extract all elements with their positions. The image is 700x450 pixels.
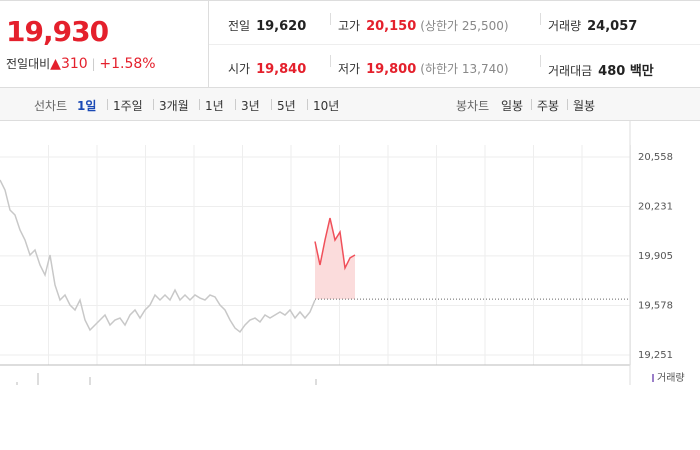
stat-label: 거래량 (548, 19, 582, 33)
y-tick-label: 19,578 (638, 300, 673, 311)
candle-tab[interactable]: 일봉 (501, 99, 524, 113)
price-line (314, 217, 356, 271)
candle-tab[interactable]: 주봉 (537, 99, 560, 113)
quote-header: 19,930 전일대비▲310 | +1.58% 전일 19,620 고가 20,15… (0, 0, 700, 88)
period-tab[interactable]: 5년 (277, 99, 296, 113)
stat-label: 전일 (228, 19, 251, 33)
period-tabs: 선차트 1일 1주일 3개월 1년 3년 5년 10년 봉차트 일봉 주봉 월봉 (0, 88, 700, 121)
divider (330, 13, 331, 25)
period-tab[interactable]: 1일 (77, 99, 97, 113)
change-pct: +1.58% (99, 56, 156, 72)
period-tab[interactable]: 1주일 (113, 99, 143, 113)
divider (330, 55, 331, 67)
sep (235, 99, 236, 110)
stat-note: (상한가 25,500) (420, 19, 509, 33)
change-value: 310 (60, 56, 88, 72)
stat-value: 19,800 (366, 62, 417, 77)
stat-value: 20,150 (366, 19, 417, 34)
y-tick-label: 19,905 (638, 251, 673, 262)
period-tab[interactable]: 10년 (313, 99, 340, 113)
sep (199, 99, 200, 110)
divider (540, 55, 541, 67)
price-box: 19,930 전일대비▲310 | +1.58% (0, 1, 209, 87)
stat-label: 고가 (338, 19, 361, 33)
stat-label: 거래대금 (548, 64, 593, 78)
y-tick-label: 19,251 (638, 350, 673, 361)
price: 19,930 (6, 15, 109, 48)
period-tab[interactable]: 1년 (205, 99, 224, 113)
stat-value: 19,620 (256, 19, 307, 34)
tab-label: 선차트 (34, 99, 68, 113)
sep (531, 99, 532, 110)
stat-label: 시가 (228, 62, 251, 76)
y-tick-label: 20,231 (638, 202, 673, 213)
area (315, 218, 355, 300)
period-tab[interactable]: 3년 (241, 99, 260, 113)
sep (107, 99, 108, 110)
stat-label: 저가 (338, 62, 361, 76)
change: 전일대비▲310 | +1.58% (6, 56, 156, 72)
stat-note: (하한가 13,740) (420, 62, 509, 76)
stat-value: 480 백만 (598, 64, 654, 79)
stat: 고가 20,150 (상한가 25,500) (338, 17, 509, 34)
divider (209, 44, 700, 45)
volume-legend-mark (652, 374, 654, 382)
stat-value: 19,840 (256, 62, 307, 77)
change-label: 전일대비 (6, 57, 51, 71)
divider (540, 13, 541, 25)
stat: 거래량 24,057 (548, 17, 637, 34)
sep (153, 99, 154, 110)
volume-legend: 거래량 (657, 372, 685, 384)
stat-value: 24,057 (587, 19, 638, 34)
stat: 거래대금 480 백만 (548, 60, 654, 79)
sep (271, 99, 272, 110)
candle-tab[interactable]: 월봉 (573, 99, 596, 113)
stat: 저가 19,800 (하한가 13,740) (338, 60, 509, 77)
sep (307, 99, 308, 110)
period-tab[interactable]: 3개월 (159, 99, 189, 113)
sep (567, 99, 568, 110)
y-tick-label: 20,558 (638, 152, 673, 163)
tab-label: 봉차트 (456, 99, 490, 113)
stat: 전일 19,620 (228, 17, 306, 34)
price-line (0, 179, 316, 334)
stat: 시가 19,840 (228, 60, 306, 77)
